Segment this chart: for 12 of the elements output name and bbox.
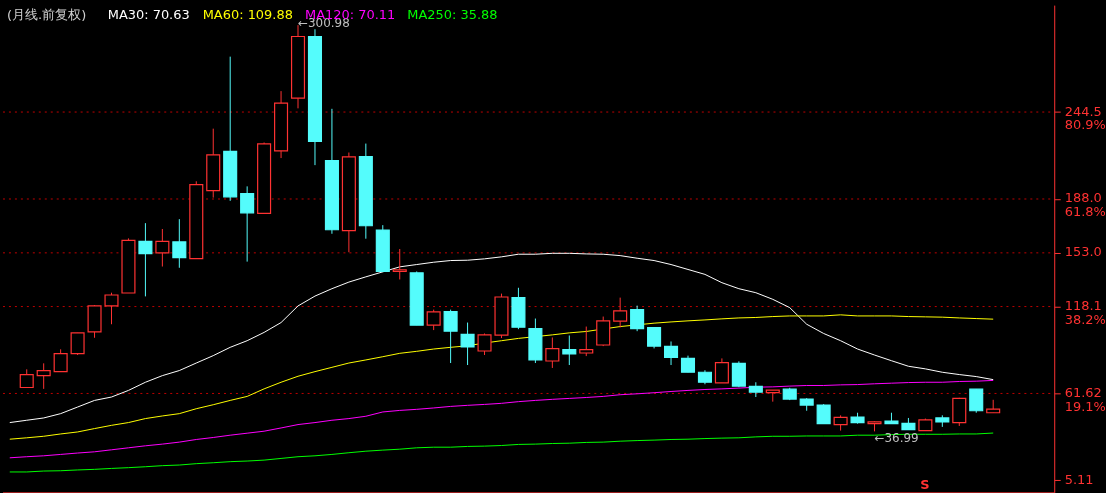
y-tick-label: 153.0	[1064, 244, 1102, 260]
text: MA60: 109.88	[202, 7, 293, 23]
y-tick-label: 61.62 19.1%	[1064, 384, 1106, 414]
y-tick-label: 5.11	[1064, 471, 1094, 487]
annotation: S	[920, 476, 930, 492]
text: MA30: 70.63	[107, 7, 190, 23]
annotation: ←36.99	[874, 431, 919, 446]
y-tick-label: 188.0 61.8%	[1064, 190, 1106, 220]
text: MA250: 35.88	[407, 7, 498, 23]
y-tick-label: 118.1 38.2%	[1064, 298, 1106, 327]
chart-title: (月线.前复权)	[6, 7, 87, 23]
y-tick-label: 244.5 80.9%	[1064, 103, 1106, 133]
